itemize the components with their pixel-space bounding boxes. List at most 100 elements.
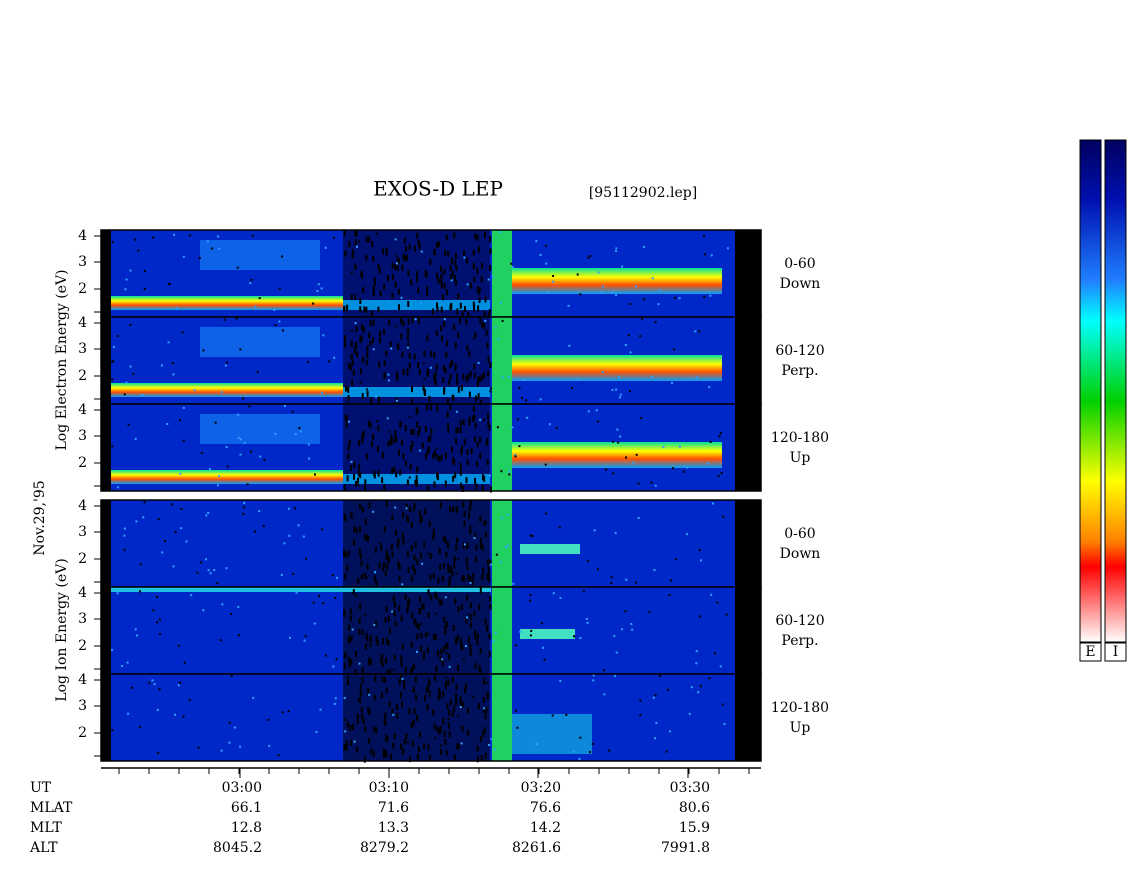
orbit-value: 12.8 [231, 820, 262, 836]
speckle [447, 427, 450, 433]
speckle [396, 344, 399, 351]
speckle [438, 547, 441, 554]
speckle [414, 318, 417, 321]
band [200, 327, 320, 357]
speckle [440, 325, 443, 332]
speckle [500, 470, 503, 473]
speckle [539, 254, 542, 256]
speckle [445, 642, 448, 649]
speckle [175, 307, 178, 310]
speckle [343, 611, 346, 617]
speckle [548, 423, 551, 426]
speckle [463, 575, 466, 582]
speckle [322, 602, 325, 605]
speckle [475, 544, 478, 551]
y-tick-label: 4 [78, 585, 87, 601]
speckle [124, 288, 127, 291]
speckle [419, 449, 422, 452]
speckle [357, 477, 359, 484]
speckle [293, 507, 296, 510]
speckle [174, 713, 176, 716]
speckle [695, 650, 698, 653]
speckle [437, 277, 440, 284]
speckle [506, 544, 509, 547]
speckle [288, 534, 291, 537]
speckle [654, 484, 657, 487]
speckle [426, 289, 429, 296]
speckle [369, 340, 372, 347]
speckle [354, 230, 357, 237]
speckle [386, 275, 389, 281]
speckle [437, 694, 440, 701]
speckle [343, 550, 345, 557]
speckle [391, 610, 394, 613]
speckle [352, 589, 355, 596]
speckle [343, 305, 346, 312]
speckle [206, 240, 209, 243]
speckle [589, 255, 592, 257]
speckle [725, 613, 728, 616]
speckle [418, 746, 420, 753]
bright-strip [492, 587, 512, 674]
speckle [347, 453, 350, 460]
speckle [373, 623, 376, 626]
speckle [386, 417, 389, 420]
speckle [479, 399, 482, 406]
speckle [378, 562, 381, 569]
speckle [185, 540, 188, 543]
speckle [254, 530, 256, 533]
speckle [456, 308, 459, 315]
speckle [459, 469, 462, 476]
speckle [353, 525, 356, 532]
speckle [200, 452, 203, 455]
speckle [416, 715, 418, 721]
speckle [464, 306, 466, 312]
speckle [411, 740, 414, 747]
speckle [217, 235, 220, 238]
speckle [372, 433, 375, 440]
speckle [417, 240, 420, 247]
speckle [252, 696, 255, 699]
speckle [465, 375, 468, 382]
blank-strip [735, 587, 761, 674]
title: EXOS-D LEP [373, 177, 503, 201]
speckle [449, 362, 452, 369]
speckle [648, 611, 651, 614]
speckle [722, 515, 725, 518]
speckle [443, 318, 446, 321]
speckle [387, 373, 390, 376]
speckle [447, 423, 449, 430]
y-tick-label: 2 [78, 551, 87, 567]
speckle [440, 748, 442, 755]
speckle [386, 669, 389, 676]
blank-strip [735, 674, 761, 761]
speckle [396, 399, 398, 402]
speckle [381, 452, 384, 459]
speckle [412, 428, 415, 435]
speckle [349, 608, 352, 615]
speckle [551, 714, 554, 717]
speckle [159, 633, 161, 636]
speckle [357, 240, 360, 243]
speckle [587, 256, 590, 259]
speckle [448, 709, 451, 716]
speckle [477, 376, 480, 383]
speckle [466, 459, 469, 466]
speckle [359, 690, 362, 697]
speckle [427, 436, 430, 443]
speckle [350, 460, 353, 463]
speckle [499, 301, 502, 304]
speckle [489, 387, 492, 390]
speckle [368, 502, 371, 509]
speckle [259, 455, 262, 458]
speckle [710, 593, 713, 596]
speckle [455, 410, 458, 413]
speckle [544, 244, 547, 247]
speckle [712, 502, 714, 505]
speckle [416, 480, 418, 487]
speckle [389, 669, 392, 676]
speckle [654, 694, 657, 697]
speckle [249, 282, 252, 285]
speckle [455, 637, 458, 644]
speckle [438, 688, 441, 695]
